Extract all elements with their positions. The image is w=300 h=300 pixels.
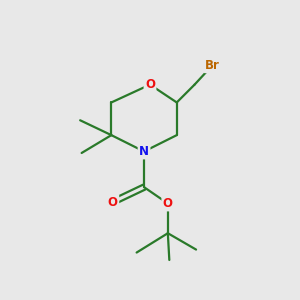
Text: N: N — [139, 145, 149, 158]
Text: O: O — [145, 78, 155, 91]
Text: O: O — [108, 196, 118, 208]
Text: O: O — [163, 197, 173, 210]
Text: Br: Br — [205, 59, 220, 72]
